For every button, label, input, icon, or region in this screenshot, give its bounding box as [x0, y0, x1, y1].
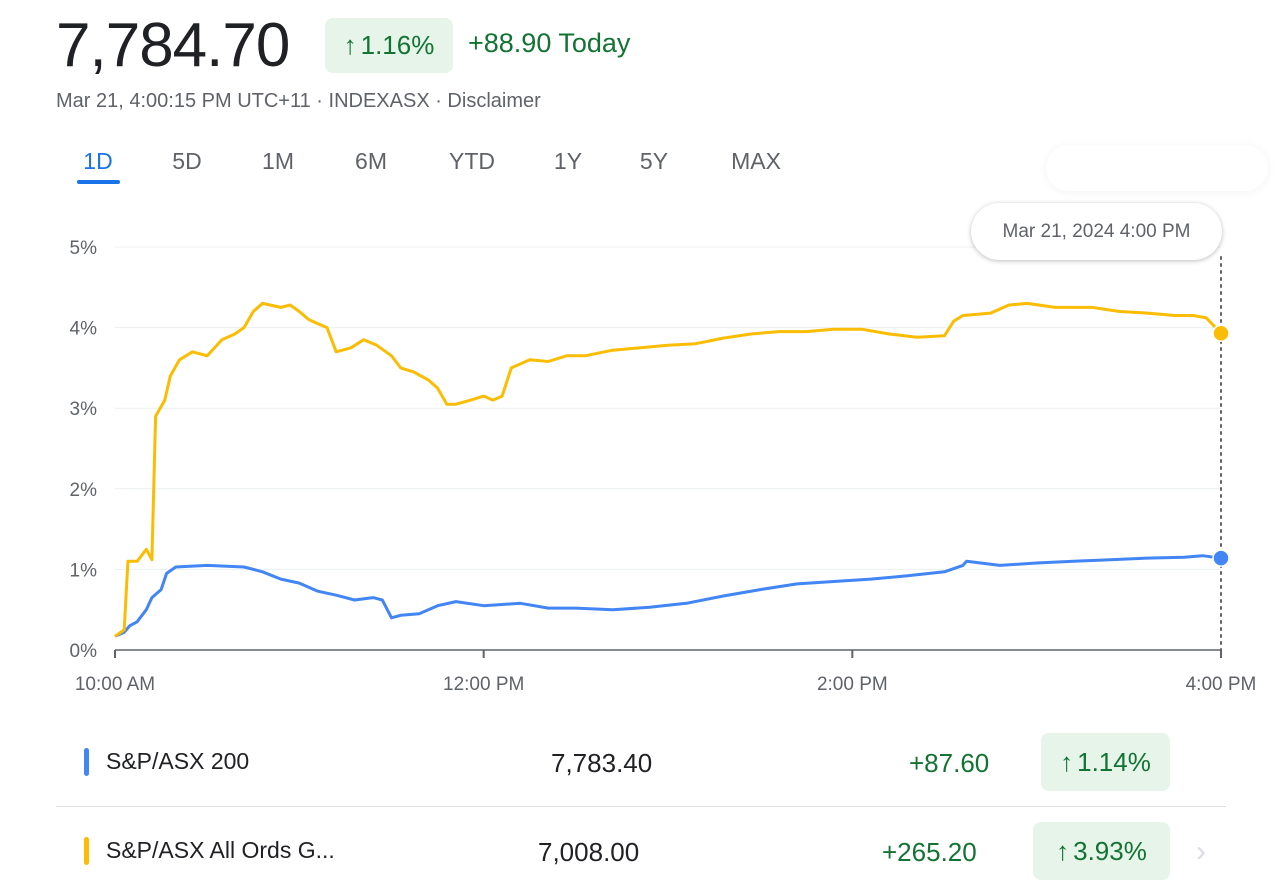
arrow-up-icon: ↑ — [1056, 835, 1070, 866]
tab-6m[interactable]: 6M — [355, 148, 387, 174]
x-tick-label: 2:00 PM — [817, 674, 888, 695]
y-tick-label: 2% — [70, 480, 98, 501]
index-percent: 3.93% — [1073, 835, 1147, 866]
index-name: S&P/ASX 200 — [106, 748, 250, 774]
x-tick-label: 4:00 PM — [1186, 674, 1257, 695]
change-percent: 1.16% — [360, 30, 435, 60]
tab-1d[interactable]: 1D — [83, 148, 113, 174]
tab-1y[interactable]: 1Y — [553, 148, 583, 174]
tab-ytd[interactable]: YTD — [449, 148, 495, 174]
index-change: +265.20 — [882, 837, 977, 867]
series-line — [114, 301, 1223, 638]
tab-5d[interactable]: 5D — [172, 148, 202, 174]
index-price-value: 7,008.00 — [538, 837, 640, 867]
series-color-swatch — [84, 837, 89, 865]
index-price: 7,784.70 — [56, 11, 290, 80]
y-tick-label: 5% — [70, 238, 98, 259]
index-percent-badge: ↑ 3.93% — [1033, 822, 1170, 880]
series-line — [114, 554, 1222, 638]
arrow-up-icon: ↑ — [343, 30, 357, 60]
list-item[interactable]: S&P/ASX 200 7,783.40 +87.60 ↑ 1.14% — [56, 718, 1226, 807]
chart-tooltip: Mar 21, 2024 4:00 PM — [971, 203, 1222, 260]
change-today: +88.90 Today — [468, 28, 631, 58]
quote-meta: Mar 21, 4:00:15 PM UTC+11 · INDEXASX · D… — [56, 90, 541, 112]
index-list: S&P/ASX 200 7,783.40 +87.60 ↑ 1.14% S&P/… — [56, 718, 1226, 895]
y-tick-label: 4% — [70, 319, 98, 340]
tab-1m[interactable]: 1M — [262, 148, 294, 174]
list-item[interactable]: S&P/ASX All Ords G... 7,008.00 +265.20 ↑… — [56, 807, 1226, 895]
y-tick-label: 0% — [70, 641, 98, 662]
index-percent: 1.14% — [1077, 746, 1151, 777]
compare-button[interactable] — [1046, 145, 1268, 191]
x-tick-label: 12:00 PM — [443, 674, 524, 695]
change-percent-badge: ↑ 1.16% — [325, 18, 453, 73]
y-tick-label: 1% — [70, 560, 98, 581]
x-tick-label: 10:00 AM — [75, 674, 155, 695]
series-end-point — [1212, 549, 1230, 567]
index-change: +87.60 — [909, 748, 990, 778]
index-price-value: 7,783.40 — [551, 748, 653, 778]
tab-max[interactable]: MAX — [731, 148, 781, 174]
y-tick-label: 3% — [70, 399, 98, 420]
range-tabs: 1D 5D 1M 6M YTD 1Y 5Y MAX — [0, 148, 900, 188]
arrow-up-icon: ↑ — [1060, 746, 1074, 777]
tab-5y[interactable]: 5Y — [639, 148, 669, 174]
price-chart[interactable]: 0% 1% 2% 3% 4% 5% 10:00 AM 12:00 PM 2:00 PM 4:00 … — [0, 195, 1286, 700]
index-percent-badge: ↑ 1.14% — [1041, 733, 1170, 791]
series-color-swatch — [84, 748, 89, 776]
series-end-point — [1212, 324, 1230, 342]
chevron-right-icon[interactable]: › — [1196, 835, 1206, 868]
index-name: S&P/ASX All Ords G... — [106, 837, 335, 863]
active-tab-indicator — [77, 180, 120, 184]
